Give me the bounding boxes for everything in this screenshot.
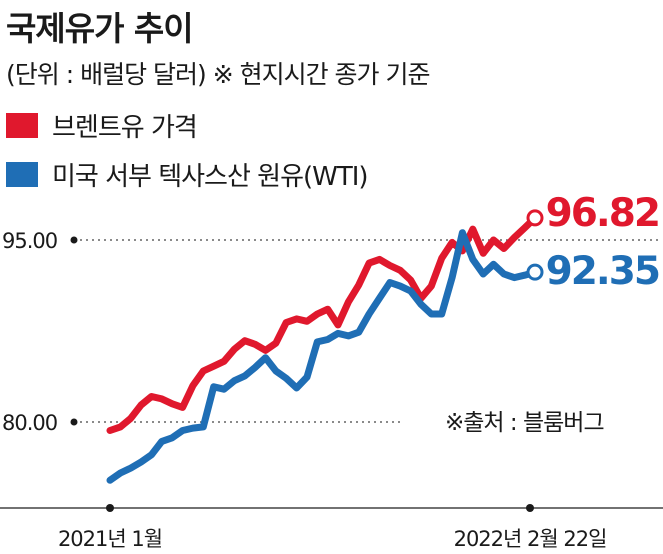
tick-dot [70,236,78,244]
legend-label-brent: 브렌트유 가격 [52,113,198,143]
source-note: ※출처 : 블룸버그 [445,410,604,436]
y-tick-label: 80.00 [2,411,57,435]
series-line [106,214,539,434]
chart-title: 국제유가 추이 [6,9,194,48]
x-tick-start [106,504,114,512]
legend-swatch-wti [6,162,38,187]
series-end-marker [526,209,544,227]
y-tick-label: 95.00 [2,229,57,253]
x-axis: 2021년 1월 2022년 2월 22일 [0,504,663,551]
series-line [106,229,539,484]
series-lines: 96.82 92.35 [106,189,663,484]
series-end-marker [526,263,544,281]
x-tick-end [526,504,534,512]
x-tick-label-end: 2022년 2월 22일 [454,527,607,551]
tick-dot [70,418,78,426]
legend-swatch-brent [6,113,38,138]
legend-label-wti: 미국 서부 텍사스산 원유(WTI) [52,162,369,192]
unit-note: (단위 : 배럴당 달러) ※ 현지시간 종가 기준 [6,60,431,89]
legend-item-brent: 브렌트유 가격 [6,107,198,144]
legend-item-wti: 미국 서부 텍사스산 원유(WTI) [6,156,369,193]
series-end-label: 92.35 [546,249,659,294]
x-tick-label-start: 2021년 1월 [58,527,162,551]
series-end-label: 96.82 [546,191,659,236]
